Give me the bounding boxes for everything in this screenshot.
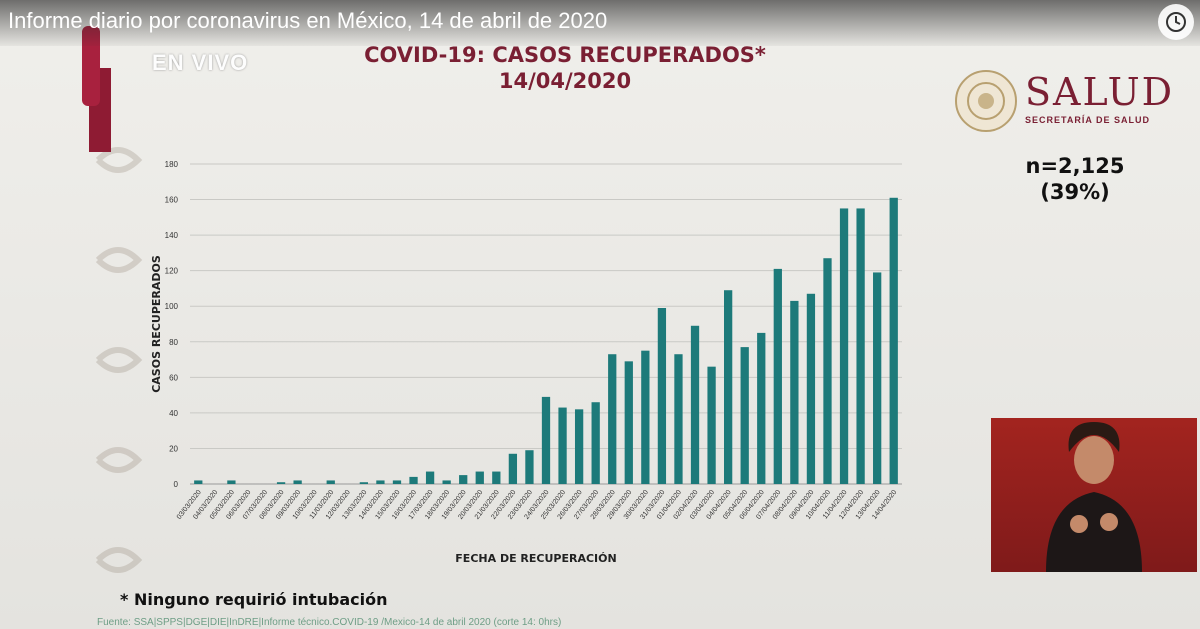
logo-word: SALUD bbox=[1025, 70, 1175, 114]
bar bbox=[425, 471, 435, 484]
bar bbox=[392, 480, 402, 484]
bar bbox=[624, 361, 633, 484]
salud-logo: SALUD SECRETARÍA DE SALUD bbox=[955, 70, 1180, 140]
bar bbox=[459, 475, 468, 484]
chart-title: COVID-19: CASOS RECUPERADOS* 14/04/2020 bbox=[340, 42, 790, 94]
live-label: EN VIVO bbox=[152, 50, 249, 75]
bar-chart: 02040608010012014016018003/03/202004/03/… bbox=[150, 160, 902, 565]
bar bbox=[442, 480, 451, 484]
bar bbox=[806, 293, 816, 484]
title-line-1: COVID-19: CASOS RECUPERADOS* bbox=[364, 43, 766, 67]
bar bbox=[558, 407, 567, 484]
watch-later-button[interactable] bbox=[1158, 4, 1194, 40]
bar bbox=[194, 480, 203, 484]
bar bbox=[707, 366, 716, 484]
bar bbox=[641, 350, 650, 484]
y-tick-label: 140 bbox=[165, 231, 179, 240]
bar bbox=[574, 409, 584, 484]
bar bbox=[873, 272, 882, 484]
logo-subtitle: SECRETARÍA DE SALUD bbox=[1025, 115, 1151, 125]
bar bbox=[475, 471, 484, 484]
y-tick-label: 120 bbox=[165, 267, 179, 276]
clock-icon bbox=[1166, 12, 1186, 32]
bar bbox=[724, 290, 733, 484]
bar bbox=[591, 402, 600, 484]
bar bbox=[276, 482, 286, 484]
bar bbox=[525, 450, 534, 484]
bar bbox=[757, 332, 766, 484]
video-title[interactable]: Informe diario por coronavirus en México… bbox=[8, 8, 608, 33]
y-tick-label: 0 bbox=[174, 480, 179, 489]
bar bbox=[657, 308, 667, 484]
bar bbox=[376, 480, 385, 484]
y-tick-label: 160 bbox=[165, 196, 179, 205]
y-tick-label: 20 bbox=[169, 444, 178, 453]
y-tick-label: 180 bbox=[165, 160, 179, 169]
bar bbox=[359, 482, 368, 484]
bar bbox=[608, 354, 617, 484]
y-tick-label: 40 bbox=[169, 409, 178, 418]
bar bbox=[227, 480, 236, 484]
y-tick-label: 80 bbox=[169, 338, 178, 347]
bar bbox=[889, 197, 898, 484]
bar bbox=[740, 347, 749, 484]
y-axis-label: CASOS RECUPERADOS bbox=[150, 255, 163, 393]
y-tick-label: 100 bbox=[165, 302, 179, 311]
bar bbox=[839, 208, 849, 484]
bar bbox=[856, 208, 865, 484]
eagle-seal-icon bbox=[955, 70, 1017, 132]
bar bbox=[508, 453, 518, 484]
summary-stat: n=2,125 (39%) bbox=[1000, 153, 1150, 205]
x-axis-label: FECHA DE RECUPERACIÓN bbox=[455, 552, 616, 565]
summary-n: n=2,125 bbox=[1025, 154, 1125, 178]
bar bbox=[790, 300, 799, 484]
title-line-2: 14/04/2020 bbox=[498, 69, 632, 93]
y-tick-label: 60 bbox=[169, 373, 178, 382]
bar bbox=[674, 354, 683, 484]
source-line: Fuente: SSA|SPPS|DGE|DIE|InDRE|Informe t… bbox=[97, 617, 562, 628]
summary-pct: (39%) bbox=[1040, 180, 1110, 204]
video-top-bar bbox=[0, 0, 1200, 46]
bar bbox=[823, 258, 832, 484]
sign-language-interpreter-video bbox=[991, 418, 1197, 572]
footnote: * Ninguno requirió intubación bbox=[120, 590, 388, 609]
bar bbox=[409, 476, 418, 484]
bar bbox=[293, 480, 302, 484]
bar bbox=[690, 325, 700, 484]
bar bbox=[541, 396, 551, 484]
bar bbox=[326, 480, 335, 484]
bar bbox=[773, 268, 782, 484]
bar bbox=[492, 471, 501, 484]
brand-mark bbox=[82, 26, 100, 106]
